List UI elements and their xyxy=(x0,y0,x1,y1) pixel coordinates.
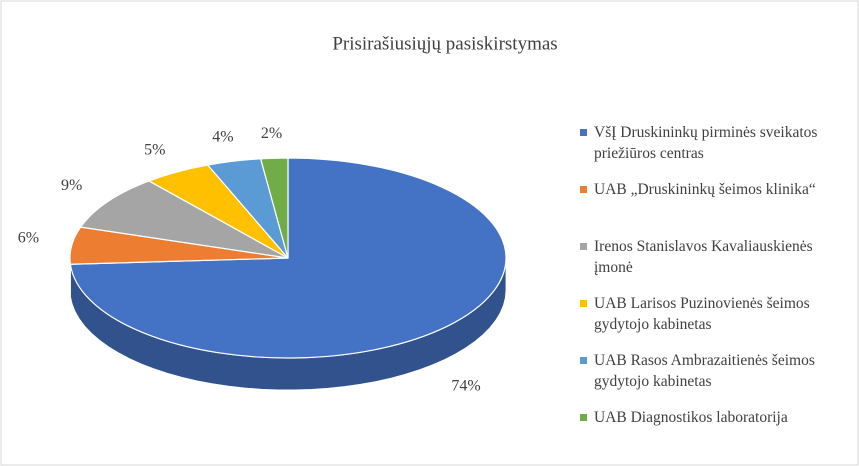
legend-label: UAB Rasos Ambrazaitienės šeimos gydytojo… xyxy=(594,352,815,390)
legend-label: UAB „Druskininkų šeimos klinika“ xyxy=(594,181,816,198)
legend-item: Irenos Stanislavos Kavaliauskienės įmonė xyxy=(580,236,855,293)
data-label: 6% xyxy=(18,230,39,247)
legend-swatch xyxy=(580,243,587,250)
legend-label: UAB Larisos Puzinovienės šeimos gydytojo… xyxy=(594,295,810,333)
legend-swatch xyxy=(580,414,587,421)
legend-label: VšĮ Druskininkų pirminės sveikatos priež… xyxy=(594,124,818,162)
legend-item: UAB Rasos Ambrazaitienės šeimos gydytojo… xyxy=(580,350,855,407)
data-label: 74% xyxy=(451,377,480,394)
slice xyxy=(259,157,289,259)
data-label: 9% xyxy=(61,177,82,194)
data-label: 4% xyxy=(212,128,233,145)
legend-item: UAB Diagnostikos laboratorija xyxy=(580,407,855,437)
legend-item: VšĮ Druskininkų pirminės sveikatos priež… xyxy=(580,122,855,179)
data-label: 5% xyxy=(144,141,165,158)
legend-item: UAB Larisos Puzinovienės šeimos gydytojo… xyxy=(580,293,855,350)
slice xyxy=(79,180,289,259)
data-label: 2% xyxy=(261,125,282,142)
legend-swatch xyxy=(580,357,587,364)
legend-swatch xyxy=(580,129,587,136)
legend-item: UAB „Druskininkų šeimos klinika“ xyxy=(580,179,855,236)
legend-label: UAB Diagnostikos laboratorija xyxy=(594,409,788,426)
legend: VšĮ Druskininkų pirminės sveikatos priež… xyxy=(580,122,855,437)
legend-swatch xyxy=(580,300,587,307)
chart-title: Prisirašiusiųjų pasiskirstymas xyxy=(332,33,557,54)
legend-label: Irenos Stanislavos Kavaliauskienės įmonė xyxy=(594,238,813,276)
legend-swatch xyxy=(580,186,587,193)
